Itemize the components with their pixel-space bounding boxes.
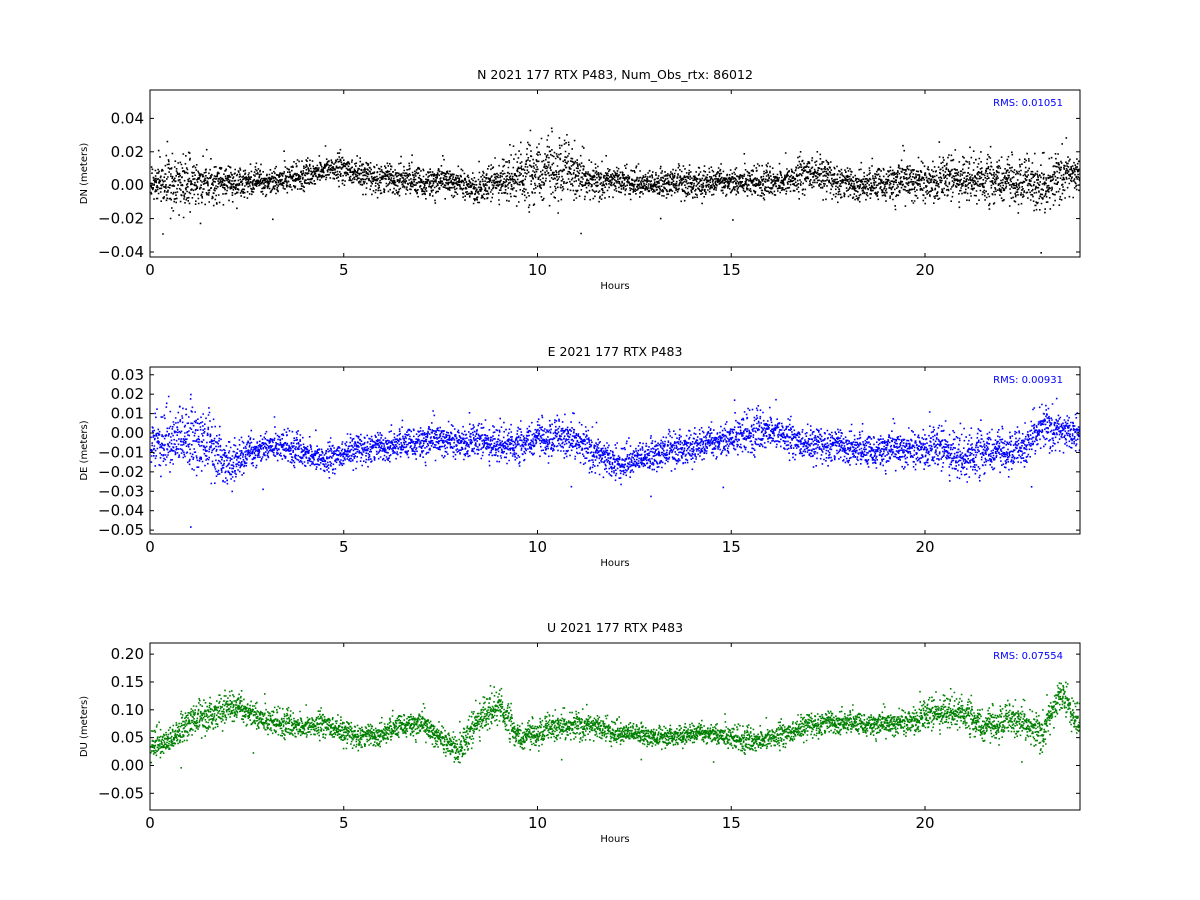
- y-tick-label: 0.20: [111, 645, 144, 663]
- east-title: E 2021 177 RTX P483: [548, 344, 683, 359]
- x-tick-label: 5: [339, 538, 349, 556]
- y-tick-label: 0.00: [111, 176, 144, 194]
- y-tick-label: 0.10: [111, 701, 144, 719]
- x-tick-label: 10: [528, 538, 547, 556]
- east-panel: 0 5 10 15 20−0.05−0.04−0.03−0.02−0.010.000.0…: [79, 344, 1081, 569]
- up-y-axis-label: DU (meters): [79, 696, 90, 757]
- y-tick-label: −0.05: [98, 784, 144, 802]
- north-title: N 2021 177 RTX P483, Num_Obs_rtx: 86012: [477, 67, 753, 82]
- east-axes-frame: [149, 366, 1081, 535]
- up-points: [150, 681, 1080, 769]
- y-tick-label: −0.04: [98, 502, 144, 520]
- x-tick-label: 5: [339, 261, 349, 279]
- north-y-axis-label: DN (meters): [79, 143, 90, 205]
- x-tick-label: 20: [915, 261, 934, 279]
- y-tick-label: 0.02: [111, 385, 144, 403]
- y-tick-label: −0.04: [98, 243, 144, 261]
- y-tick-label: 0.01: [111, 405, 144, 423]
- east-y-axis-label: DE (meters): [79, 420, 90, 480]
- y-tick-label: −0.03: [98, 482, 144, 500]
- east-x-axis-label: Hours: [600, 558, 629, 569]
- y-tick-label: 0.03: [111, 366, 144, 384]
- north-panel: 0 5 10 15 20 −0.04 −0.02 0.00 0.02 0.04 N 2021 177…: [79, 67, 1081, 292]
- up-panel: 0 5 10 15 20 −0.05 0.00 0.05 0.10 0.15 0.20 U 2021 …: [79, 620, 1081, 845]
- y-tick-label: −0.02: [98, 463, 144, 481]
- y-tick-label: 0.15: [111, 673, 144, 691]
- x-tick-label: 0: [145, 538, 155, 556]
- y-tick-label: 0.04: [111, 109, 144, 127]
- x-tick-label: 20: [915, 814, 934, 832]
- north-points: [150, 127, 1080, 254]
- y-tick-label: −0.02: [98, 210, 144, 228]
- y-tick-label: 0.05: [111, 729, 144, 747]
- y-tick-label: 0.00: [111, 756, 144, 774]
- x-tick-label: 0: [145, 814, 155, 832]
- x-tick-label: 10: [528, 814, 547, 832]
- north-axes-frame: [149, 89, 1081, 258]
- up-x-axis-label: Hours: [600, 834, 629, 845]
- east-points: [150, 393, 1080, 528]
- y-tick-label: 0.02: [111, 143, 144, 161]
- x-tick-label: 0: [145, 261, 155, 279]
- x-tick-label: 15: [722, 814, 741, 832]
- x-tick-label: 10: [528, 261, 547, 279]
- x-tick-label: 5: [339, 814, 349, 832]
- east-data-points: [150, 393, 1080, 528]
- y-tick-label: −0.05: [98, 521, 144, 539]
- x-tick-label: 20: [915, 538, 934, 556]
- up-data-points: [150, 681, 1080, 769]
- x-tick-label: 15: [722, 538, 741, 556]
- north-x-axis-label: Hours: [600, 281, 629, 292]
- north-rms-annotation: RMS: 0.01051: [993, 98, 1063, 109]
- y-tick-label: −0.01: [98, 443, 144, 461]
- y-tick-label: 0.00: [111, 424, 144, 442]
- up-rms-annotation: RMS: 0.07554: [993, 651, 1063, 662]
- x-tick-label: 15: [722, 261, 741, 279]
- north-data-points: [150, 127, 1080, 254]
- east-rms-annotation: RMS: 0.00931: [993, 375, 1063, 386]
- up-axes-frame: [149, 642, 1081, 811]
- up-title: U 2021 177 RTX P483: [547, 620, 683, 635]
